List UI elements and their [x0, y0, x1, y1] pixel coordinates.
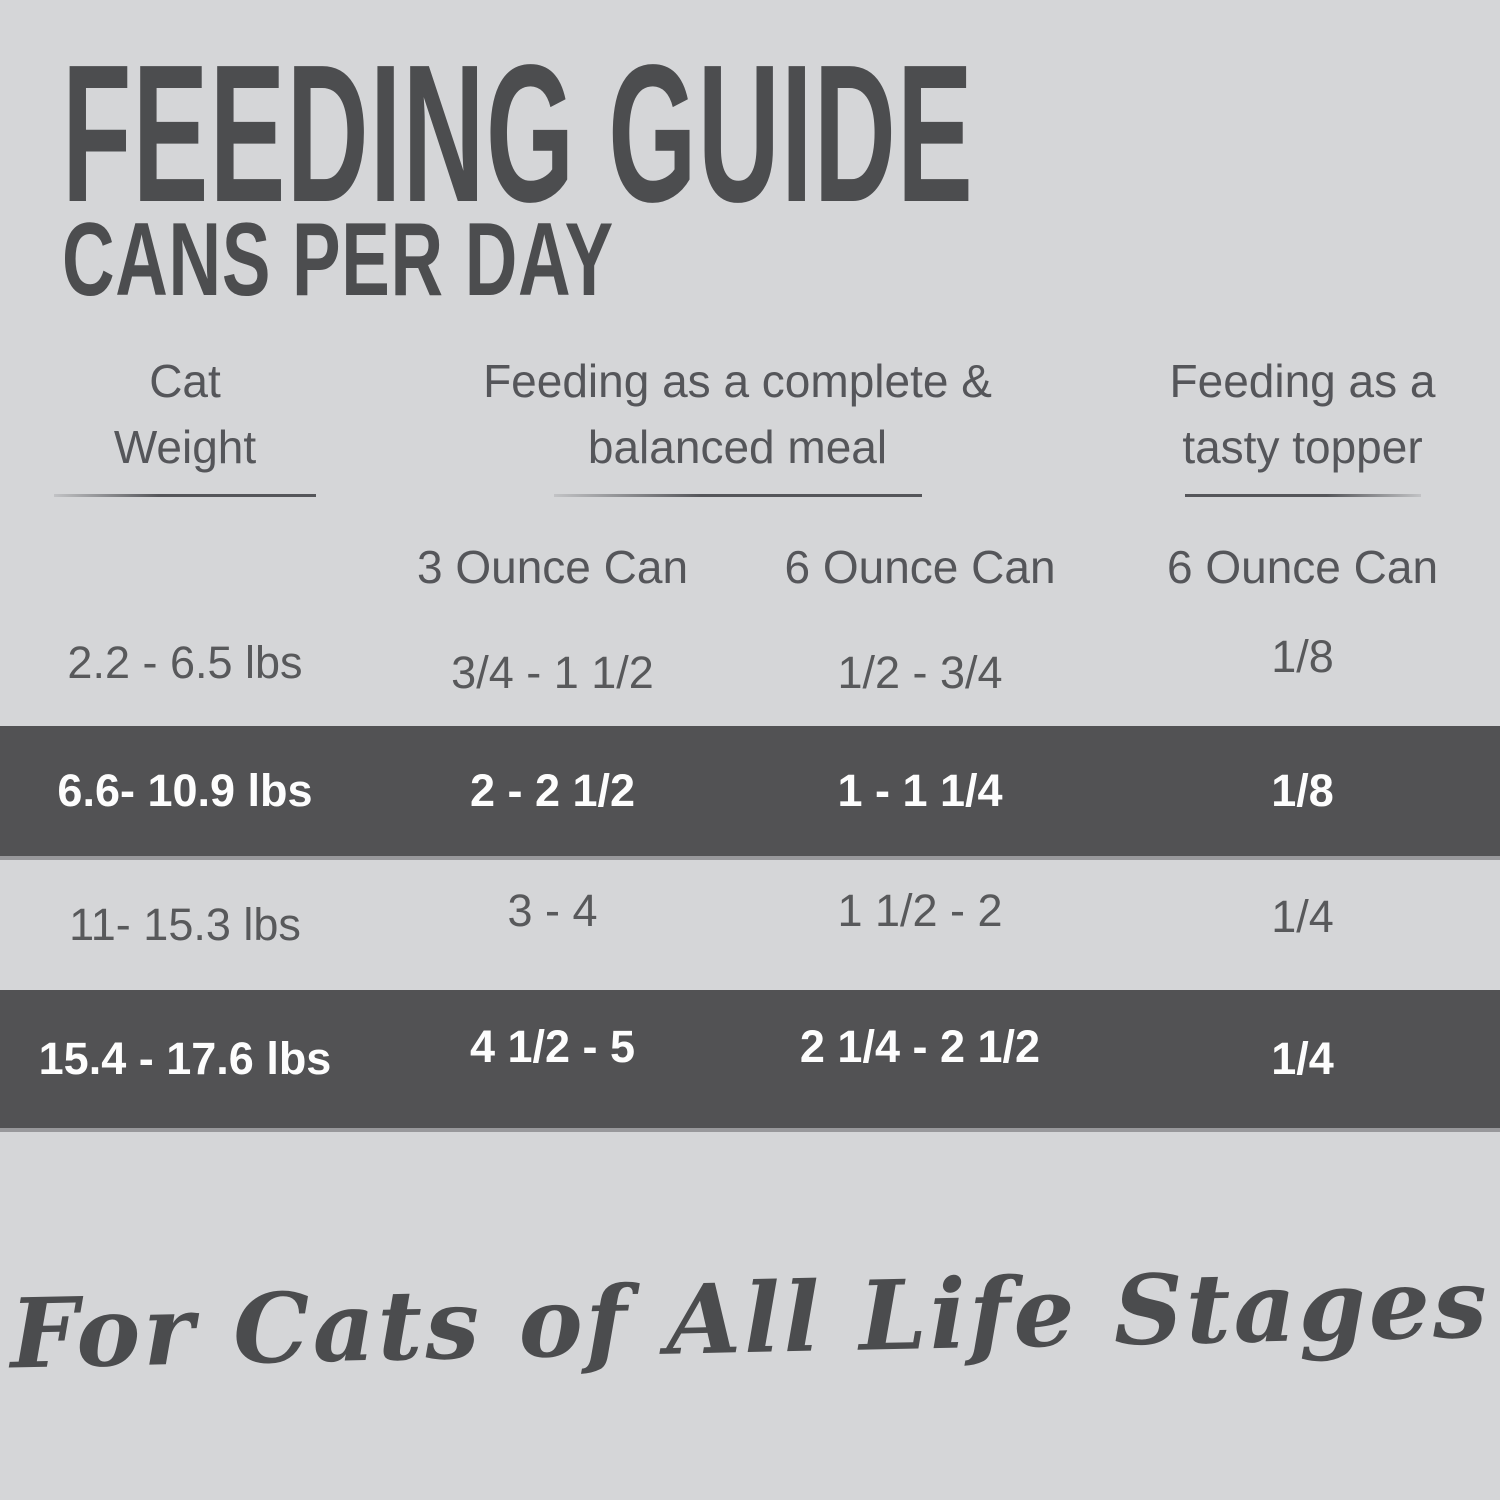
column-header-cat-weight: Cat Weight	[0, 348, 370, 497]
cell-meal-6oz: 1 - 1 1/4	[837, 765, 1003, 816]
cell-cat-weight: 11- 15.3 lbs	[69, 899, 301, 950]
cell-meal-6oz: 1/2 - 3/4	[837, 647, 1003, 698]
cell-meal-3oz: 3 - 4	[507, 885, 598, 936]
subheader-6oz-can-meal: 6 Ounce Can	[784, 541, 1056, 593]
column-header-line: Feeding as a	[1169, 355, 1436, 407]
cell-cat-weight: 15.4 - 17.6 lbs	[38, 1033, 332, 1084]
header-underline	[54, 494, 316, 497]
column-header-complete-meal: Feeding as a complete & balanced meal	[370, 348, 1105, 497]
cell-cat-weight: 6.6- 10.9 lbs	[57, 765, 313, 816]
cell-meal-3oz: 4 1/2 - 5	[469, 1021, 636, 1072]
page-title: FEEDING GUIDE	[62, 24, 974, 243]
cell-topper-6oz: 1/8	[1271, 631, 1334, 682]
header-underline	[1184, 494, 1421, 497]
table-row-highlighted: 15.4 - 17.6 lbs 4 1/2 - 5 2 1/4 - 2 1/2 …	[0, 990, 1500, 1132]
cell-topper-6oz: 1/8	[1271, 765, 1334, 816]
column-header-tasty-topper: Feeding as a tasty topper	[1105, 348, 1500, 497]
column-header-line: Feeding as a complete &	[483, 355, 992, 407]
cell-topper-6oz: 1/4	[1271, 1033, 1334, 1084]
cell-meal-6oz: 1 1/2 - 2	[837, 885, 1003, 936]
header-underline	[553, 494, 922, 497]
cell-meal-6oz: 2 1/4 - 2 1/2	[799, 1021, 1041, 1072]
cell-topper-6oz: 1/4	[1271, 891, 1334, 942]
title-block: FEEDING GUIDE CANS PER DAY	[62, 24, 1500, 313]
cell-cat-weight: 2.2 - 6.5 lbs	[67, 637, 303, 688]
table-row: 2.2 - 6.5 lbs 3/4 - 1 1/2 1/2 - 3/4 1/8	[0, 600, 1500, 726]
column-header-line: Cat	[149, 355, 221, 407]
column-header-line: Weight	[113, 421, 257, 473]
page-subtitle: CANS PER DAY	[62, 202, 614, 318]
table-header-row: Cat Weight Feeding as a complete & balan…	[0, 348, 1500, 497]
table-row-highlighted: 6.6- 10.9 lbs 2 - 2 1/2 1 - 1 1/4 1/8	[0, 726, 1500, 860]
column-header-line: tasty topper	[1182, 421, 1423, 473]
table-subheader-row: 3 Ounce Can 6 Ounce Can 6 Ounce Can	[0, 532, 1500, 602]
subheader-3oz-can: 3 Ounce Can	[416, 541, 689, 593]
column-header-line: balanced meal	[587, 421, 888, 473]
cell-meal-3oz: 2 - 2 1/2	[469, 765, 636, 816]
footer-tagline: For Cats of All Life Stages	[9, 1246, 1491, 1391]
table-row: 11- 15.3 lbs 3 - 4 1 1/2 - 2 1/4	[0, 860, 1500, 990]
cell-meal-3oz: 3/4 - 1 1/2	[451, 647, 654, 698]
subheader-6oz-can-topper: 6 Ounce Can	[1166, 541, 1439, 593]
